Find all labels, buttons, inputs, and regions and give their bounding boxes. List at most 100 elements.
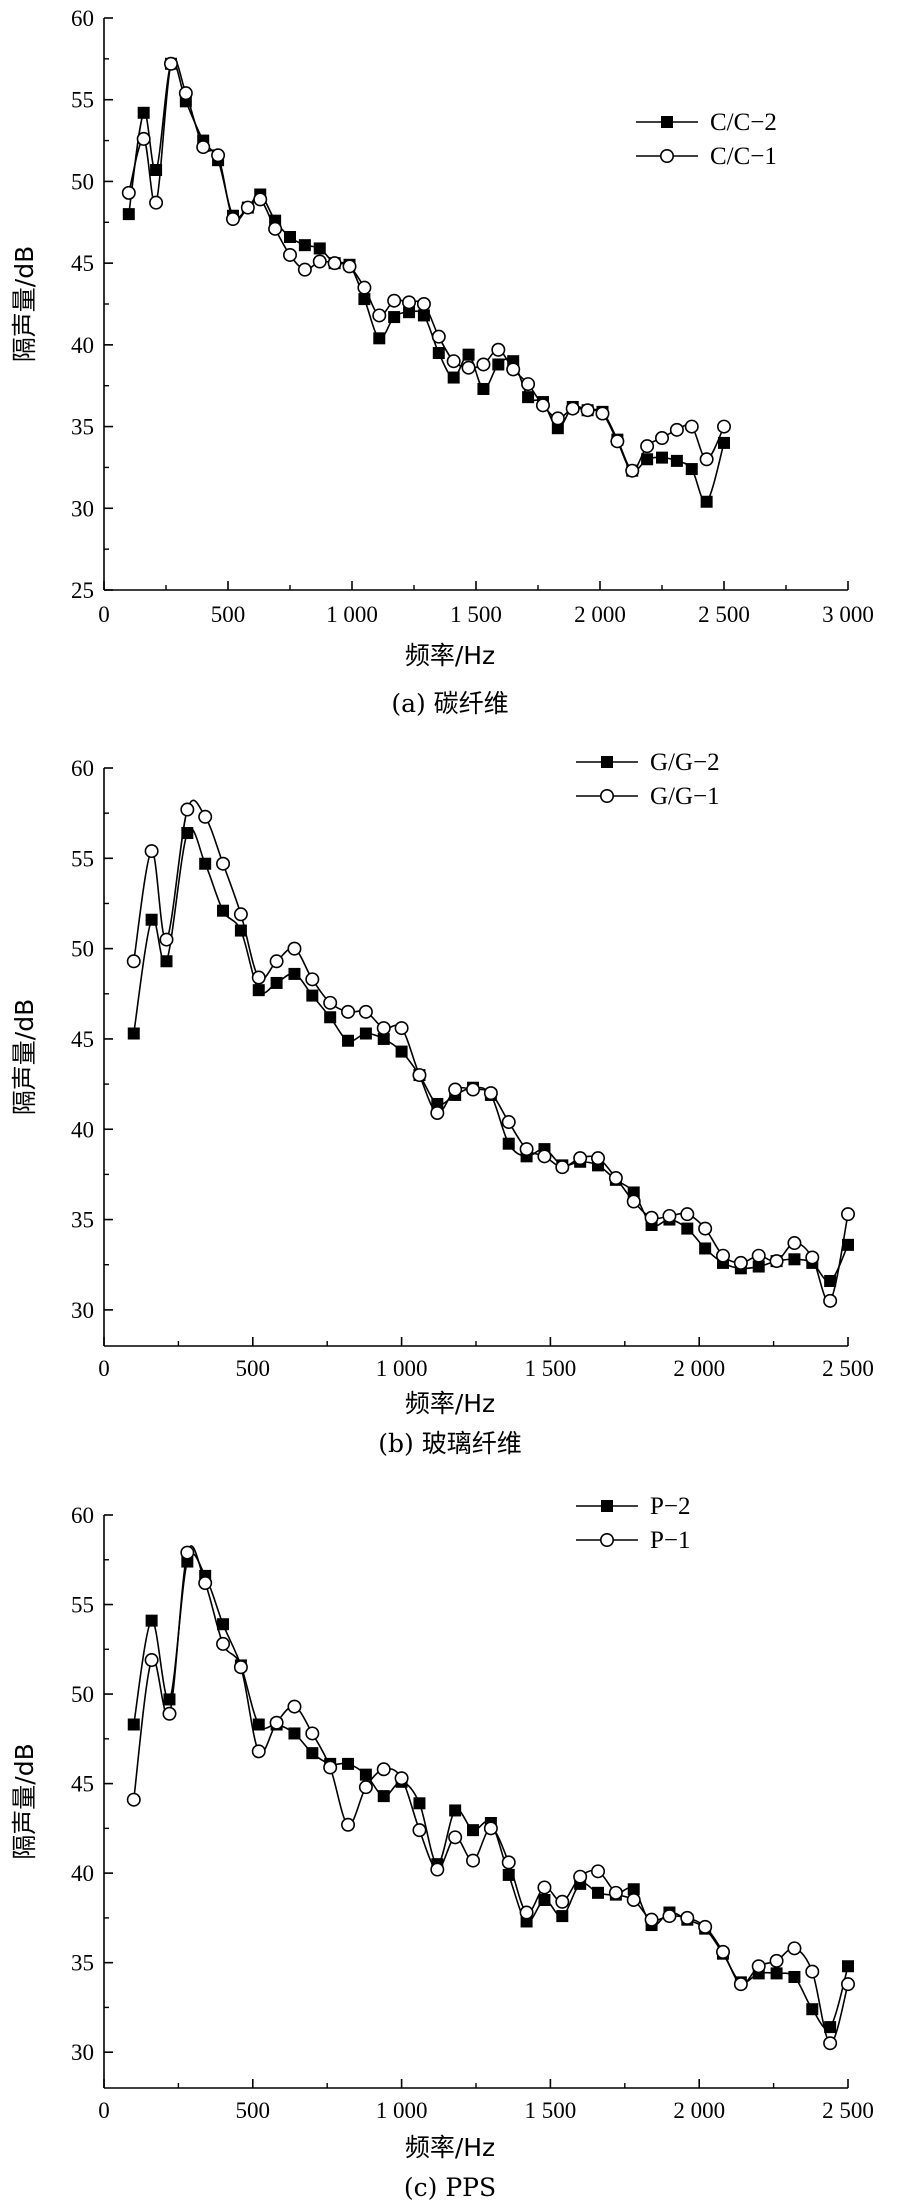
y-tick-label: 35	[71, 1208, 94, 1233]
data-point-circle	[180, 1545, 195, 1560]
data-point-square	[627, 1883, 640, 1896]
legend: P−2P−1	[576, 1493, 691, 1554]
y-tick-label: 30	[71, 496, 94, 521]
data-point-circle	[823, 2036, 838, 2051]
data-point-square	[556, 1910, 569, 1923]
data-point-circle	[251, 1744, 266, 1759]
data-point-circle	[268, 221, 283, 236]
data-point-circle	[372, 308, 387, 323]
x-tick-label: 0	[98, 1356, 110, 1381]
data-point-circle	[662, 1909, 677, 1924]
data-point-square	[306, 1747, 319, 1760]
x-tick-label: 0	[98, 602, 110, 627]
data-point-circle	[476, 357, 491, 372]
data-point-circle	[591, 1151, 606, 1166]
data-point-square	[217, 904, 230, 917]
data-point-circle	[216, 1636, 231, 1651]
data-point-circle	[644, 1912, 659, 1927]
data-point-circle	[323, 1760, 338, 1775]
x-tick-label: 3 000	[822, 602, 874, 627]
x-tick-label: 2 500	[822, 2098, 874, 2123]
x-tick-label: 1 500	[450, 602, 502, 627]
legend-label: C/C−1	[710, 143, 777, 170]
data-point-square	[752, 1260, 765, 1273]
data-point-square	[137, 106, 150, 119]
data-point-circle	[626, 1892, 641, 1907]
legend-marker-square	[601, 1500, 613, 1512]
data-point-circle	[198, 809, 213, 824]
data-point-circle	[519, 1142, 534, 1157]
data-point-circle	[521, 377, 536, 392]
legend-marker-square	[661, 116, 673, 128]
data-point-square	[145, 1614, 158, 1627]
y-tick-label: 50	[71, 169, 94, 194]
data-point-circle	[287, 1699, 302, 1714]
y-tick-label: 55	[71, 846, 94, 871]
data-point-circle	[136, 131, 151, 146]
y-tick-label: 50	[71, 1682, 94, 1707]
data-point-square	[718, 436, 730, 449]
x-tick-label: 500	[236, 2098, 271, 2123]
data-point-circle	[608, 1885, 623, 1900]
data-point-square	[160, 955, 173, 968]
y-tick-label: 45	[71, 1772, 94, 1797]
data-point-circle	[716, 1248, 731, 1263]
y-tick-label: 30	[71, 2040, 94, 2065]
x-tick-label: 2 000	[673, 1356, 725, 1381]
legend-marker-circle	[599, 1533, 614, 1548]
legend-marker-circle	[599, 788, 614, 803]
data-point-square	[842, 1238, 854, 1251]
y-tick-label: 60	[71, 1503, 94, 1528]
data-point-square	[670, 454, 683, 467]
data-point-circle	[573, 1869, 588, 1884]
data-point-circle	[699, 452, 714, 467]
data-point-square	[447, 371, 460, 384]
data-point-circle	[287, 941, 302, 956]
data-point-square	[288, 1727, 301, 1740]
data-point-circle	[269, 1715, 284, 1730]
data-point-square	[377, 1790, 390, 1803]
y-tick-label: 55	[71, 1593, 94, 1618]
data-point-circle	[769, 1953, 784, 1968]
data-point-square	[127, 1027, 140, 1040]
data-point-circle	[625, 463, 640, 478]
data-point-circle	[341, 1004, 356, 1019]
data-point-circle	[491, 342, 506, 357]
data-point-square	[477, 382, 490, 395]
chart-caption: (a) 碳纤维	[391, 689, 508, 718]
data-point-circle	[358, 1004, 373, 1019]
data-point-circle	[162, 1706, 177, 1721]
series-1	[121, 56, 731, 478]
legend-label: P−2	[650, 1493, 691, 1520]
y-tick-label: 40	[71, 333, 94, 358]
legend: G/G−2 G/G−1	[576, 749, 720, 810]
x-tick-label: 2 000	[574, 602, 626, 627]
data-point-circle	[305, 1726, 320, 1741]
data-point-circle	[430, 1862, 445, 1877]
y-axis-title: 隔声量/dB	[10, 246, 39, 362]
data-point-square	[824, 1274, 837, 1287]
data-point-circle	[144, 844, 159, 859]
data-point-circle	[233, 907, 248, 922]
data-point-circle	[387, 293, 402, 308]
x-axis-title: 频率/Hz	[405, 641, 495, 670]
data-point-square	[788, 1970, 801, 1983]
y-tick-label: 30	[71, 1298, 94, 1323]
data-point-square	[522, 391, 535, 404]
data-point-circle	[412, 1823, 427, 1838]
data-point-square	[122, 208, 135, 221]
data-point-square	[359, 1027, 372, 1040]
data-point-circle	[394, 1021, 409, 1036]
data-point-circle	[446, 354, 461, 369]
data-point-circle	[327, 256, 342, 271]
x-axis-title: 频率/Hz	[405, 2133, 495, 2162]
data-point-square	[842, 1960, 854, 1973]
data-point-circle	[565, 401, 580, 416]
x-tick-label: 0	[98, 2098, 110, 2123]
legend-marker-circle	[659, 149, 674, 164]
data-point-circle	[149, 195, 164, 210]
series-1	[126, 799, 855, 1308]
legend-marker-square	[601, 756, 613, 768]
data-point-square	[413, 1797, 426, 1810]
